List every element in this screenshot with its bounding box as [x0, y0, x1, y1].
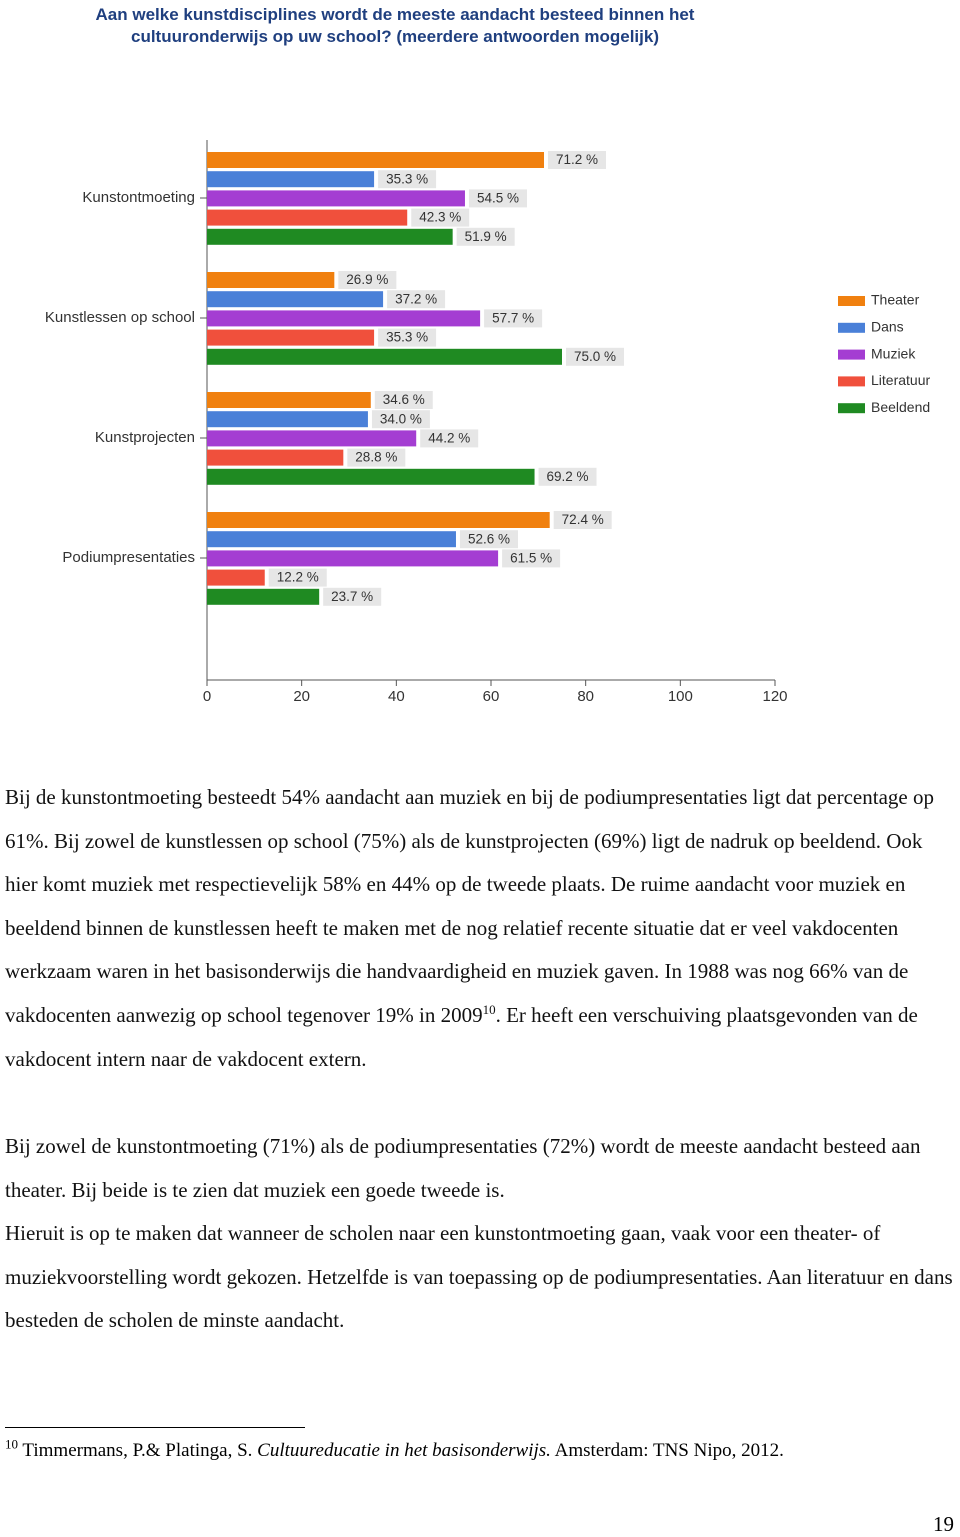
bar — [207, 411, 368, 428]
value-label: 57.7 % — [492, 310, 534, 325]
value-label-box — [459, 530, 518, 549]
value-label: 34.6 % — [383, 392, 425, 407]
value-label: 42.3 % — [419, 210, 461, 225]
footnote: 10 Timmermans, P.& Platinga, S. Cultuure… — [5, 1436, 784, 1462]
value-label: 34.0 % — [380, 411, 422, 426]
value-label: 52.6 % — [468, 531, 510, 546]
text: Hieruit is op te maken dat wanneer de sc… — [5, 1221, 953, 1333]
value-label-box — [268, 568, 327, 587]
bar — [207, 430, 417, 447]
bar — [207, 392, 371, 408]
value-label-box — [387, 290, 446, 309]
legend-label: Literatuur — [871, 372, 930, 388]
x-tick-label: 0 — [203, 688, 211, 705]
legend-swatch — [838, 349, 865, 360]
bar — [207, 190, 465, 207]
footnote-title: Cultuureducatie in het basisonderwijs. — [257, 1440, 551, 1461]
value-label: 54.5 % — [477, 190, 519, 205]
page-number: 19 — [933, 1512, 954, 1536]
value-label: 35.3 % — [386, 330, 428, 345]
x-tick-label: 120 — [762, 688, 787, 705]
y-tick-label: Podiumpresentaties — [62, 549, 195, 566]
value-label-box — [347, 448, 406, 467]
value-label: 71.2 % — [556, 152, 598, 167]
value-label: 37.2 % — [395, 291, 437, 306]
value-label: 61.5 % — [510, 550, 552, 565]
legend-label: Beeldend — [871, 399, 930, 415]
value-label: 44.2 % — [428, 430, 470, 445]
legend-swatch — [838, 376, 865, 387]
value-label: 28.8 % — [355, 450, 397, 465]
text: Bij de kunstontmoeting besteedt 54% aand… — [5, 785, 934, 1027]
footnote-publisher: Amsterdam: TNS Nipo, 2012. — [554, 1440, 784, 1461]
bar — [207, 550, 499, 567]
value-label-box — [371, 410, 430, 429]
x-tick-label: 80 — [577, 688, 594, 705]
footnote-ref: 10 — [482, 1001, 496, 1017]
paragraph: Hieruit is op te maken dat wanneer de sc… — [5, 1212, 953, 1343]
legend-swatch — [838, 296, 865, 306]
value-label-box — [378, 328, 437, 347]
bar — [207, 171, 375, 188]
value-label-box — [548, 151, 607, 169]
value-label-box — [553, 511, 612, 529]
y-tick-label: Kunstlessen op school — [45, 309, 195, 326]
value-label-box — [378, 170, 437, 189]
value-label-box — [566, 347, 624, 366]
footnote-rule — [5, 1427, 305, 1428]
value-label: 72.4 % — [562, 512, 604, 527]
value-label-box — [484, 309, 543, 328]
x-tick-label: 100 — [668, 688, 693, 705]
legend-swatch — [838, 322, 865, 333]
bar — [207, 512, 550, 528]
bar — [207, 588, 320, 605]
chart-title: Aan welke kunstdisciplines wordt de mees… — [95, 5, 695, 46]
bar — [207, 449, 344, 466]
bar — [207, 310, 481, 327]
value-label-box — [456, 227, 515, 246]
bar — [207, 468, 535, 485]
paragraph: Bij zowel de kunstontmoeting (71%) als d… — [5, 1125, 953, 1212]
footnote-authors: Timmermans, P.& Platinga, S. — [22, 1440, 253, 1461]
value-label: 69.2 % — [547, 469, 589, 484]
x-tick-label: 40 — [388, 688, 405, 705]
legend-label: Dans — [871, 319, 904, 335]
value-label: 75.0 % — [574, 349, 616, 364]
value-label-box — [420, 429, 479, 448]
bar — [207, 152, 545, 168]
value-label-box — [323, 587, 382, 606]
bar — [207, 209, 408, 226]
text: Bij zowel de kunstontmoeting (71%) als d… — [5, 1134, 921, 1202]
value-label-box — [502, 549, 561, 568]
bar — [207, 531, 456, 548]
value-label-box — [538, 467, 597, 486]
bar — [207, 272, 335, 288]
y-tick-label: Kunstontmoeting — [82, 189, 195, 206]
footnote-number: 10 — [5, 1436, 18, 1452]
paragraph: Bij de kunstontmoeting besteedt 54% aand… — [5, 776, 953, 1081]
value-label-box — [411, 208, 470, 227]
value-label: 35.3 % — [386, 171, 428, 186]
value-label: 26.9 % — [346, 272, 388, 287]
legend-label: Muziek — [871, 345, 916, 361]
bar — [207, 348, 562, 365]
bar — [207, 329, 375, 346]
value-label-box — [468, 189, 527, 208]
legend-label: Theater — [871, 292, 920, 308]
text: . Er heeft een verschuiving plaatsgevond… — [5, 1002, 918, 1071]
y-tick-label: Kunstprojecten — [95, 429, 195, 446]
legend-swatch — [838, 403, 865, 414]
bar — [207, 291, 384, 308]
value-label: 12.2 % — [277, 570, 319, 585]
x-tick-label: 20 — [293, 688, 310, 705]
value-label: 23.7 % — [331, 589, 373, 604]
bar — [207, 569, 265, 586]
chart: 0 20 40 60 80 100 120 Kunstontmoeting 71.2 % 35.3… — [45, 140, 930, 705]
x-tick-label: 60 — [483, 688, 500, 705]
bar — [207, 228, 453, 245]
value-label-box — [374, 391, 433, 409]
value-label-box — [338, 271, 397, 289]
value-label: 51.9 % — [465, 229, 507, 244]
